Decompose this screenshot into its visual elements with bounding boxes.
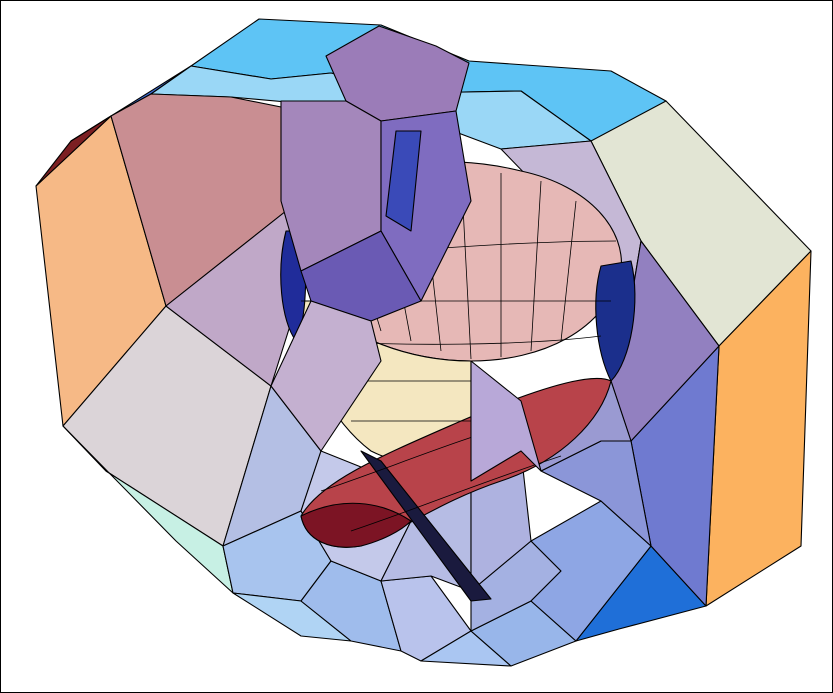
floor-cells xyxy=(222,380,652,667)
front-panels xyxy=(270,300,542,482)
funnel-bottom xyxy=(300,230,422,322)
dark-strut xyxy=(360,450,492,602)
front-lavender-cell xyxy=(270,300,382,452)
twisted-tube xyxy=(280,161,636,602)
central-funnel xyxy=(280,25,472,322)
outer-shell xyxy=(35,18,812,642)
front-lavender-cell xyxy=(470,360,542,482)
red-spiral-tube-dark xyxy=(300,502,412,548)
funnel-throat xyxy=(385,130,422,232)
